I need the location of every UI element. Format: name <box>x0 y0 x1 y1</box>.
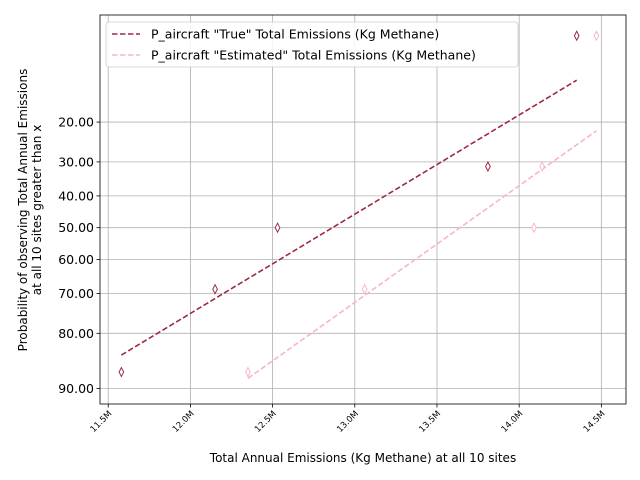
y-tick-label: 70.00 <box>58 286 94 301</box>
legend-box <box>105 21 519 68</box>
y-axis-label: Probability of observing Total Annual Em… <box>16 69 44 352</box>
fit-line-series-1 <box>247 130 597 379</box>
data-point-series-0 <box>274 222 281 234</box>
grid-layer <box>100 15 626 404</box>
y-tick-label: 30.00 <box>58 154 94 169</box>
data-point-series-0 <box>118 366 125 378</box>
data-point-series-0 <box>573 30 580 42</box>
fit-line-series-0 <box>120 79 578 356</box>
legend-label-true: P_aircraft "True" Total Emissions (Kg Me… <box>151 27 439 42</box>
data-point-series-1 <box>531 222 537 234</box>
x-axis-label: Total Annual Emissions (Kg Methane) at a… <box>209 451 516 465</box>
plot-frame <box>99 14 627 405</box>
y-axis-label-line-2: at all 10 sites greater than x <box>30 125 44 296</box>
data-point-series-0 <box>212 283 218 295</box>
data-point-series-1 <box>593 30 600 42</box>
legend: P_aircraft "True" Total Emissions (Kg Me… <box>105 21 519 68</box>
data-point-series-1 <box>245 366 251 378</box>
y-axis-ticks: 20.00 30.00 40.00 50.00 60.00 70.00 80.00 90.00 <box>58 115 100 396</box>
data-point-series-1 <box>539 160 546 173</box>
data-point-series-0 <box>485 160 491 173</box>
y-tick-label: 50.00 <box>58 220 94 235</box>
y-tick-label: 60.00 <box>58 252 94 267</box>
data-point-series-1 <box>361 283 368 295</box>
y-tick-label: 90.00 <box>58 381 94 396</box>
y-tick-label: 20.00 <box>58 115 94 130</box>
fit-lines <box>120 79 597 379</box>
y-tick-label: 80.00 <box>58 326 94 341</box>
markers <box>118 30 600 378</box>
legend-label-estimated: P_aircraft "Estimated" Total Emissions (… <box>151 48 476 63</box>
y-axis-label-line-1: Probability of observing Total Annual Em… <box>16 69 30 352</box>
y-tick-label: 40.00 <box>58 188 94 203</box>
